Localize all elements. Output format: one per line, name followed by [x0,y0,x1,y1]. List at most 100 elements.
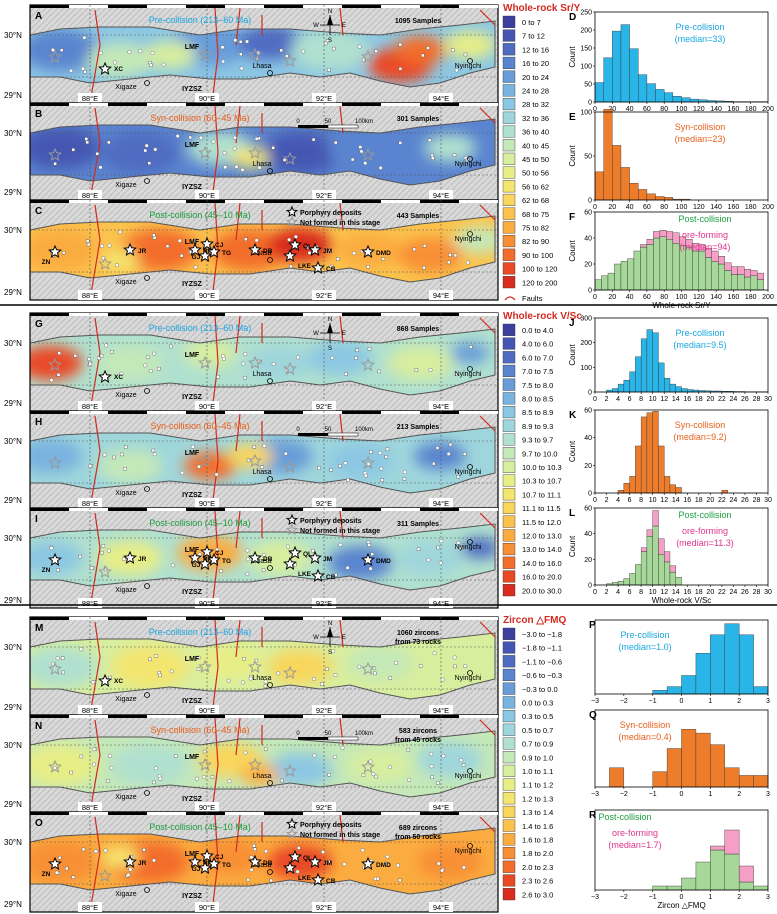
deposit-label: LKE [298,875,312,882]
lhasa-city-icon [267,682,273,688]
legend-swatch [502,180,516,193]
histogram-bar [705,257,712,291]
not-formed-star-icon [48,357,62,371]
deposit-star-icon [288,237,302,251]
x-tick-label: 2 [737,698,741,705]
contour-blob [230,147,270,169]
y-tick-label: 300 [580,316,592,323]
sample-circle [150,50,155,55]
deposit-star-icon [188,854,202,868]
histogram-bar [672,232,680,244]
legend-swatch [502,15,516,28]
legend-label: 100 to 120 [522,265,557,274]
sample-circle [454,68,459,73]
x-tick-label: 14 [672,589,680,596]
x-tick-label: 120 [693,294,705,301]
x-tick-label: 0 [680,791,684,798]
y-tick-label: 150 [580,46,592,53]
sample-square [260,465,264,469]
x-tick-label: 10 [649,396,657,403]
y-tick-label: 0 [588,491,592,498]
x-tick-label: 160 [728,294,740,301]
compass-s: S [328,650,332,656]
legend-swatch [502,56,516,69]
legend-label: 20 to 24 [522,73,549,82]
sample-square [381,257,386,261]
median-annotation: (median=1.7) [608,840,661,850]
histogram-bar [669,571,676,586]
sample-square [282,158,287,162]
latitude-label: 30°N [4,437,22,446]
sample-circle [211,139,216,144]
sample-circle [198,135,203,140]
not-formed-star-icon [198,355,212,369]
x-tick-label: 100 [676,106,688,113]
sample-square [64,866,69,871]
sample-circle [180,470,185,475]
frame-tick [30,617,69,620]
fault-line [339,413,344,442]
fault-line [339,510,344,539]
sample-circle [429,764,434,769]
histogram-bar [753,686,769,695]
deposit-label: BR [203,860,213,867]
histogram-title: Syn-collision [620,720,671,730]
legend-label: 20.0 to 30.0 [522,586,562,595]
sample-circle [119,371,124,376]
x-tick-label: 6 [628,396,632,403]
xigaze-city-icon [144,887,150,893]
legend-label: 7.5 to 8.0 [522,381,553,390]
fault-line [339,717,344,746]
deposit-label: CB [326,878,336,885]
sample-circle [152,351,157,356]
frame-tick [30,200,69,203]
lmf-label: LMF [185,352,200,359]
x-axis-label: Zircon △FMQ [657,901,705,910]
x-tick-label: 16 [683,497,691,504]
sample-circle [126,872,131,877]
histogram-bar [666,686,682,695]
x-tick-label: −3 [591,698,599,705]
sample-circle [148,369,153,374]
legend-label: 2.0 to 2.3 [522,863,553,872]
legend-label: −0.6 to −0.3 [522,671,562,680]
deposit-label: JR [138,556,147,563]
y-tick-label: 20 [584,557,592,564]
fault-line [339,315,344,344]
histogram-title: Pre-collision [620,630,669,640]
frame-tick [420,103,459,106]
frame-tick [342,5,381,8]
legend-label: 7.0 to 7.5 [522,367,553,376]
panel-letter: I [35,514,38,525]
histogram-bar [646,239,654,245]
histogram-bar [646,536,653,586]
contour-blob [424,134,476,162]
x-tick-label: 2 [605,589,609,596]
sample-square [367,347,372,351]
sample-circle [429,752,434,757]
compass-arrow-icon [327,15,333,25]
lmf-label: LMF [185,547,200,554]
longitude-label-bg [312,705,336,715]
fault-line [235,202,241,241]
x-tick-label: 0 [593,294,597,301]
sample-square [71,148,75,152]
frame-tick [30,508,69,511]
sample-circle [106,548,111,553]
legend-swatch [502,392,516,405]
legend-label: 1.1 to 1.2 [522,781,553,790]
y-tick-label: 60 [584,506,592,513]
histogram-bar [675,487,682,494]
not-formed-star-icon [198,659,212,673]
fault-line [89,204,101,301]
sample-square [99,353,104,358]
sample-square [87,357,91,361]
frame-tick [186,313,225,316]
legend-swatch [502,125,516,138]
frame-tick [108,200,147,203]
sample-circle [79,647,84,652]
sample-circle [446,451,451,456]
lhasa-city-icon [267,565,273,571]
sample-square [385,447,390,452]
